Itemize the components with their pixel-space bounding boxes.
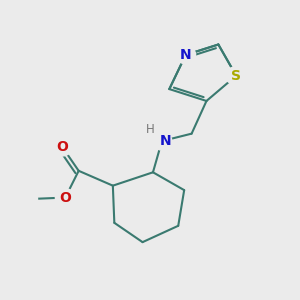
Text: O: O <box>59 190 71 205</box>
Text: H: H <box>146 123 154 136</box>
Text: O: O <box>56 140 68 154</box>
Ellipse shape <box>225 67 247 85</box>
Ellipse shape <box>22 192 38 206</box>
Ellipse shape <box>152 132 172 150</box>
Ellipse shape <box>52 138 72 156</box>
Text: N: N <box>160 134 172 148</box>
Text: N: N <box>180 48 191 62</box>
Text: S: S <box>231 69 241 83</box>
Ellipse shape <box>176 46 196 64</box>
Ellipse shape <box>56 189 75 206</box>
